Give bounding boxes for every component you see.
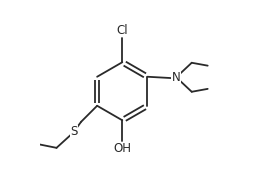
Text: S: S bbox=[70, 125, 78, 138]
Text: N: N bbox=[171, 71, 180, 84]
Text: OH: OH bbox=[113, 142, 131, 154]
Text: Cl: Cl bbox=[116, 24, 128, 37]
